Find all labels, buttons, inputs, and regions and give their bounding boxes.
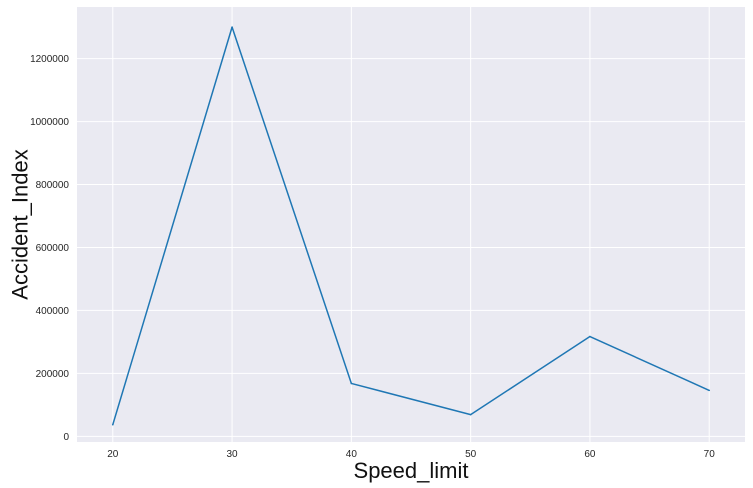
data-point [350,382,353,385]
x-tick-label: 70 [704,449,716,460]
y-tick-label: 0 [63,432,69,443]
y-tick-label: 800000 [36,180,70,191]
series-line [112,26,710,425]
y-tick-label: 400000 [36,306,70,317]
data-point [708,389,711,392]
y-tick-label: 600000 [36,243,70,254]
x-axis-title: Speed_limit [354,458,469,483]
data-point [589,335,591,338]
data-point [469,413,472,416]
x-tick-label: 50 [465,449,477,460]
x-tick-label: 30 [227,449,239,460]
x-tick-label: 60 [584,449,596,460]
plot-area [77,7,745,442]
grid-lines [77,7,745,442]
data-point [111,423,114,426]
y-axis-title: Accident_Index [8,149,33,299]
data-point [231,26,233,28]
y-tick-label: 1200000 [30,54,69,65]
series-layer [111,26,711,426]
y-tick-labels: 0 200000 400000 600000 800000 1000000 1200000 [30,54,69,443]
y-tick-label: 1000000 [30,117,69,128]
x-tick-label: 20 [107,449,119,460]
x-tick-labels: 20 30 40 50 60 70 [107,449,715,460]
x-tick-label: 40 [346,449,358,460]
y-tick-label: 200000 [36,369,70,380]
